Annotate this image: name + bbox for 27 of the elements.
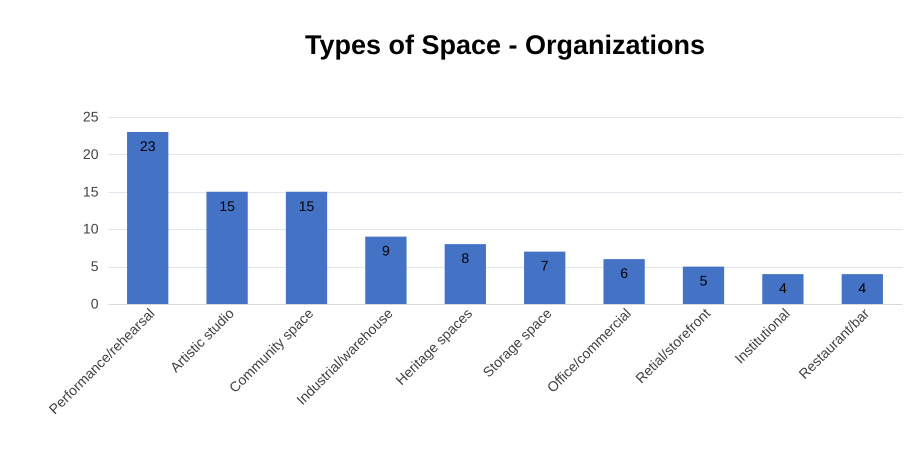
data-label: 6: [620, 265, 628, 282]
data-label: 9: [382, 242, 390, 259]
bar: [365, 236, 407, 304]
y-tick-label: 15: [82, 183, 99, 200]
data-label: 4: [858, 280, 866, 296]
data-label: 15: [298, 198, 314, 214]
bar: [127, 132, 168, 304]
data-label: 23: [140, 138, 156, 154]
bar: [286, 192, 328, 304]
bar: [762, 274, 804, 304]
y-tick-label: 5: [90, 258, 99, 274]
bar: [524, 252, 566, 304]
bar: [444, 244, 486, 304]
data-label: 4: [779, 280, 787, 296]
y-tick-label: 10: [82, 220, 99, 237]
data-label: 7: [540, 258, 549, 274]
bar: [603, 259, 645, 304]
bar: [206, 192, 248, 304]
y-tick-label: 20: [82, 146, 99, 162]
y-tick-label: 0: [90, 296, 99, 312]
bar: [682, 266, 724, 304]
data-label: 15: [219, 198, 236, 214]
y-tick-label: 25: [82, 108, 99, 124]
chart-title: Types of Space - Organizations: [304, 30, 706, 60]
data-label: 5: [700, 272, 708, 289]
data-label: 8: [461, 250, 470, 266]
bar: [842, 274, 883, 304]
